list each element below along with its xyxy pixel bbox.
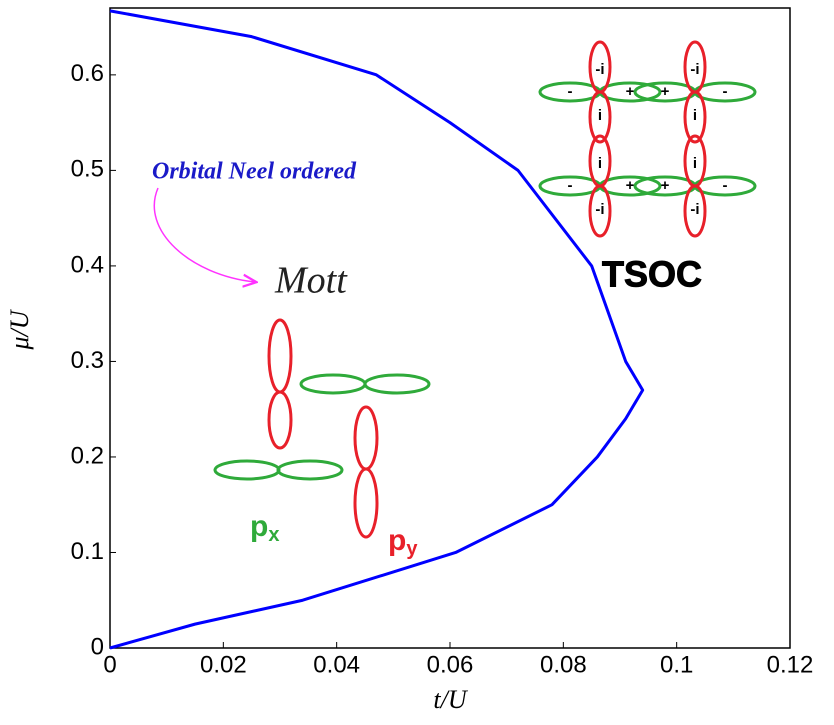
orbital-sign: i [598, 155, 602, 172]
neel-annotation: Orbital Neel ordered [152, 159, 357, 185]
y-tick-label: 0.1 [71, 538, 104, 565]
boundary-line [109, 9, 645, 650]
tsoc-orbital [633, 40, 757, 144]
orbital-sign: - [723, 177, 728, 194]
orbital-sign: -i [595, 201, 604, 218]
annotation-arrow [153, 187, 255, 282]
y-axis-label: μ/U [5, 308, 34, 350]
orbital-sign: -i [595, 61, 604, 78]
orbital-sign: i [693, 155, 697, 172]
orbital-sign: - [568, 177, 573, 194]
orbital-sign: i [598, 107, 602, 124]
px-sub: x [268, 524, 279, 546]
orbital-sign: - [723, 83, 728, 100]
x-tick-label: 0 [103, 651, 116, 678]
tsoc-orbital [538, 134, 662, 238]
x-tick-label: 0.02 [200, 651, 247, 678]
tsoc-label: TSOC [602, 254, 702, 295]
y-tick-label: 0.6 [71, 60, 104, 87]
px-label: px [250, 510, 279, 546]
orbital-sign: -i [690, 61, 699, 78]
y-tick-label: 0 [91, 633, 104, 660]
x-axis-label: t/U [433, 685, 468, 714]
orbital-lobe [683, 184, 707, 238]
tsoc-orbital [633, 134, 757, 238]
px-base: p [250, 510, 268, 543]
x-tick-label: 0.06 [427, 651, 474, 678]
orbital-sign: + [661, 83, 670, 100]
orbital-sign: + [626, 177, 635, 194]
orbital-sign: + [661, 177, 670, 194]
y-tick-label: 0.5 [71, 156, 104, 183]
x-tick-label: 0.04 [313, 651, 360, 678]
y-tick-label: 0.4 [71, 251, 104, 278]
orbital-lobe [588, 90, 612, 144]
orbital-sign: -i [690, 201, 699, 218]
x-tick-label: 0.08 [540, 651, 587, 678]
orbital-sign: - [568, 83, 573, 100]
plot-frame [109, 7, 791, 649]
orbital-sign: + [626, 83, 635, 100]
tsoc-orbital [538, 40, 662, 144]
py-label: py [388, 524, 418, 560]
mott-label: Mott [274, 260, 348, 302]
y-tick-label: 0.2 [71, 442, 104, 469]
orbital-lobe [683, 90, 707, 144]
orbital-sign: i [693, 107, 697, 124]
x-tick-label: 0.12 [767, 651, 814, 678]
orbital-lobe [588, 184, 612, 238]
py-sub: y [406, 538, 418, 560]
y-tick-label: 0.3 [71, 347, 104, 374]
py-base: p [388, 524, 406, 557]
x-tick-label: 0.1 [660, 651, 693, 678]
mott-orbitals [213, 318, 431, 539]
